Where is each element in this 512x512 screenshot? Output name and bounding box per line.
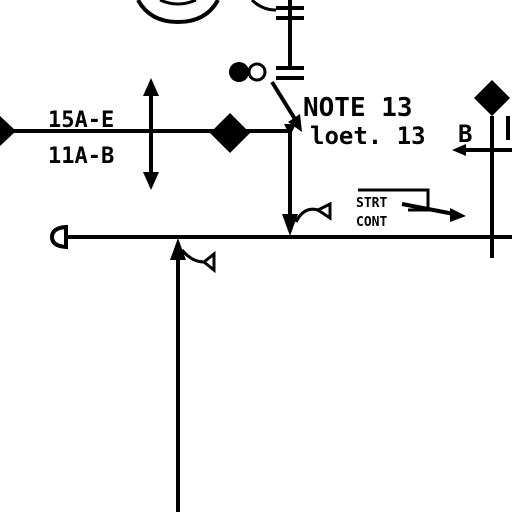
line-label-upper: 15A-E [48, 108, 114, 133]
right-vertical-branch [452, 80, 512, 258]
flow-flag-icon [294, 201, 332, 223]
stamp-callout: STRT CONT [356, 188, 466, 230]
right-diamond [474, 80, 510, 116]
bottom-riser [170, 238, 216, 512]
stamp-label-1: STRT [356, 196, 387, 211]
tag-b-label: B [458, 120, 472, 148]
note-label: NOTE 13 [303, 93, 413, 123]
left-end-diamond [0, 116, 16, 146]
left-pipe-line [0, 113, 290, 153]
drop-to-header [282, 124, 298, 236]
note-leader-arrow [270, 80, 302, 132]
upper-vertical-branch [250, 0, 304, 80]
note-ref-label: loet. 13 [310, 122, 426, 150]
valve-handwheel [229, 62, 267, 82]
main-header-line [49, 224, 512, 250]
pipe-diamond [210, 113, 250, 153]
stamp-label-2: CONT [356, 215, 387, 230]
double-arrow-icon [143, 78, 159, 190]
line-label-lower: 11A-B [48, 144, 114, 169]
header-end-cap [49, 224, 68, 250]
instrument-bubble [136, 0, 220, 25]
